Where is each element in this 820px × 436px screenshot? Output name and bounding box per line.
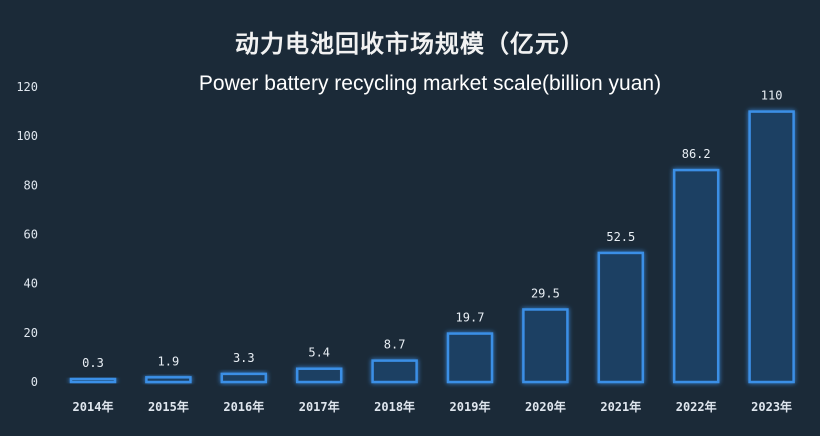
y-axis-ticks: 0 20 40 60 80 100 120 bbox=[16, 80, 38, 389]
data-label: 3.3 bbox=[233, 351, 255, 365]
bar bbox=[371, 359, 418, 384]
data-label: 5.4 bbox=[308, 346, 330, 360]
data-label: 0.3 bbox=[82, 356, 104, 370]
y-tick-label: 40 bbox=[24, 277, 38, 291]
y-tick-label: 0 bbox=[31, 375, 38, 389]
data-label: 86.2 bbox=[682, 147, 711, 161]
y-tick-label: 60 bbox=[24, 228, 38, 242]
bar bbox=[295, 367, 343, 384]
bar bbox=[672, 168, 720, 384]
bar bbox=[748, 110, 795, 384]
data-label: 19.7 bbox=[456, 311, 485, 325]
data-label: 110 bbox=[761, 89, 783, 103]
y-tick-label: 80 bbox=[24, 178, 38, 192]
bar bbox=[522, 308, 569, 384]
y-tick-label: 20 bbox=[24, 326, 38, 340]
chart-subtitle: Power battery recycling market scale(bil… bbox=[198, 72, 662, 95]
y-tick-label: 120 bbox=[16, 80, 38, 94]
bar bbox=[69, 377, 117, 384]
x-tick-label: 2018年 bbox=[374, 399, 415, 414]
x-tick-label: 2014年 bbox=[73, 399, 114, 414]
bar bbox=[446, 332, 494, 384]
data-label: 52.5 bbox=[606, 230, 635, 244]
data-label: 29.5 bbox=[531, 286, 560, 300]
x-tick-label: 2019年 bbox=[450, 399, 491, 414]
chart-title: 动力电池回收市场规模（亿元） bbox=[235, 30, 585, 58]
bar bbox=[220, 372, 268, 384]
x-axis-labels: 2014年 2015年 2016年 2017年 2018年 2019年 2020年 2021年… bbox=[73, 399, 793, 414]
data-label: 8.7 bbox=[384, 338, 406, 352]
x-tick-label: 2023年 bbox=[751, 399, 792, 414]
value-labels: 0.3 1.9 3.3 5.4 8.7 19.7 29.5 52.5 86.2 110 bbox=[82, 89, 782, 370]
x-tick-label: 2016年 bbox=[223, 399, 264, 414]
bar bbox=[597, 251, 645, 384]
x-tick-label: 2017年 bbox=[299, 399, 340, 414]
y-tick-label: 100 bbox=[16, 129, 38, 143]
bars bbox=[69, 110, 795, 384]
x-tick-label: 2022年 bbox=[676, 399, 717, 414]
x-tick-label: 2021年 bbox=[600, 399, 641, 414]
x-tick-label: 2015年 bbox=[148, 399, 189, 414]
data-label: 1.9 bbox=[158, 354, 180, 368]
x-tick-label: 2020年 bbox=[525, 399, 566, 414]
bar bbox=[145, 376, 192, 384]
